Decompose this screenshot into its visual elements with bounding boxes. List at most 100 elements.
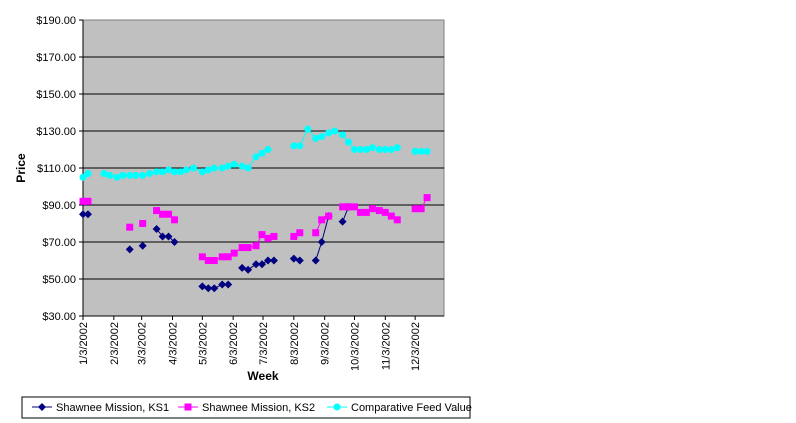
data-point (230, 249, 238, 257)
data-point (84, 197, 92, 205)
legend-marker (333, 403, 341, 411)
data-point (318, 133, 326, 141)
data-point (113, 173, 121, 181)
data-point (264, 234, 272, 242)
series-2 (79, 194, 431, 264)
series-layer (79, 125, 431, 293)
data-point (264, 146, 272, 153)
data-point (218, 280, 227, 289)
data-point (165, 166, 173, 174)
data-point (387, 212, 395, 220)
data-point (362, 208, 370, 216)
data-point (331, 127, 339, 135)
data-point (198, 282, 207, 291)
x-tick-label: 10/3/2002 (349, 322, 361, 371)
data-point (153, 207, 161, 215)
data-point (381, 146, 389, 153)
data-point (258, 149, 266, 157)
data-point (79, 210, 87, 219)
data-point (263, 256, 272, 265)
data-point (411, 205, 419, 213)
series-3 (79, 125, 431, 181)
data-point (224, 162, 232, 170)
data-point (244, 265, 253, 274)
y-axis-ticks: $30.00 $50.00 $70.00 $90.00 $110.00 $130.00 $1… (36, 15, 84, 323)
data-point (252, 153, 260, 161)
x-axis-ticks: 1/3/2002 2/3/2002 3/3/2002 4/3/2002 5/3/2002… (78, 316, 422, 371)
data-point (139, 220, 147, 227)
data-point (210, 257, 218, 264)
data-point (210, 164, 218, 172)
data-point (244, 244, 252, 252)
data-point (170, 216, 178, 224)
data-point (164, 232, 173, 241)
data-point (417, 205, 425, 213)
x-tick-label: 3/3/2002 (137, 322, 149, 365)
data-point (258, 231, 266, 239)
data-point (252, 260, 261, 269)
data-point (198, 168, 206, 176)
data-point (126, 223, 134, 231)
y-tick-label: $130.00 (36, 126, 76, 138)
x-tick-label: 1/3/2002 (78, 322, 90, 365)
data-point (325, 129, 333, 137)
x-tick-label: 9/3/2002 (320, 322, 332, 365)
data-point (387, 146, 395, 153)
data-point (153, 168, 161, 176)
data-point (423, 194, 431, 202)
data-point (304, 125, 312, 133)
legend-marker (184, 403, 192, 411)
data-point (350, 203, 358, 211)
y-tick-label: $190.00 (36, 15, 76, 27)
data-point (375, 207, 383, 215)
data-point (165, 210, 173, 218)
data-point (159, 168, 167, 176)
data-point (100, 170, 108, 178)
data-point (356, 208, 364, 216)
data-point (224, 280, 233, 289)
data-point (132, 171, 140, 179)
data-point (345, 203, 353, 211)
y-tick-label: $150.00 (36, 89, 76, 101)
legend-label: Comparative Feed Value (351, 402, 472, 414)
data-point (126, 171, 134, 179)
data-point (152, 225, 161, 234)
data-point (393, 144, 401, 152)
data-point (356, 146, 364, 153)
data-point (269, 256, 278, 265)
data-point (238, 263, 247, 272)
data-point (158, 232, 167, 241)
data-point (230, 160, 238, 168)
data-point (204, 257, 212, 264)
data-point (296, 142, 304, 150)
data-point (381, 208, 389, 216)
data-point (252, 242, 260, 250)
y-tick-label: $110.00 (37, 163, 76, 175)
legend: Shawnee Mission, KS1 Shawnee Mission, KS2… (32, 402, 472, 414)
data-point (290, 142, 298, 150)
data-point (218, 253, 226, 261)
data-point (204, 166, 212, 174)
data-point (393, 216, 401, 224)
data-point (119, 171, 127, 179)
data-point (375, 146, 383, 153)
data-point (244, 164, 252, 172)
data-point (312, 229, 320, 237)
x-tick-label: 12/3/2002 (410, 322, 422, 371)
x-tick-label: 4/3/2002 (168, 322, 180, 365)
data-point (311, 256, 320, 265)
data-point (176, 168, 184, 176)
data-point (218, 164, 226, 172)
x-tick-label: 8/3/2002 (289, 322, 301, 365)
x-tick-label: 11/3/2002 (380, 322, 392, 370)
data-point (345, 138, 353, 146)
data-point (83, 210, 92, 219)
data-point (270, 232, 278, 240)
data-point (138, 241, 147, 250)
data-point (423, 147, 431, 155)
data-point (204, 284, 213, 293)
data-point (368, 205, 376, 213)
data-point (290, 232, 298, 240)
data-point (106, 171, 114, 179)
